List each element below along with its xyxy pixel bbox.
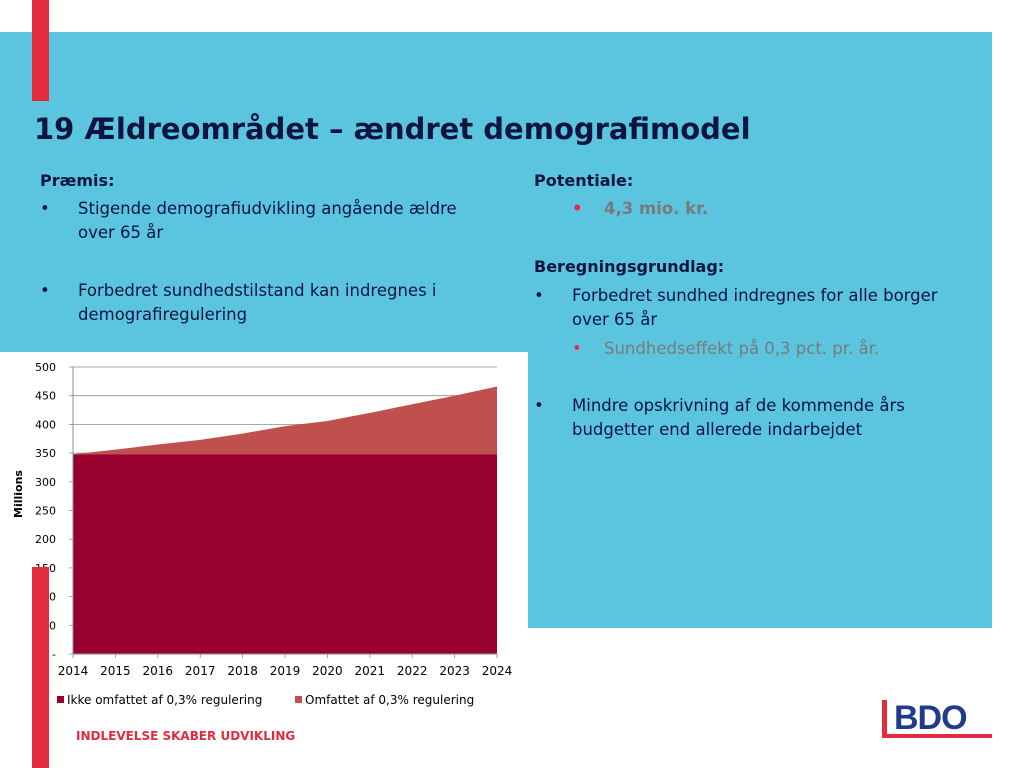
bullet-dot: •	[572, 339, 582, 358]
bullet-dot: •	[534, 396, 544, 415]
bullet-dot: •	[40, 281, 50, 300]
y-tick-label: 400	[35, 418, 56, 431]
y-tick-label: 300	[35, 476, 56, 489]
premise-bullet-2-line1: Forbedret sundhedstilstand kan indregnes…	[78, 281, 437, 300]
x-tick-label: 2016	[143, 664, 174, 678]
premise-heading: Præmis:	[40, 171, 115, 190]
bdo-logo: BDO	[882, 699, 992, 738]
chart-axes: -501001502002503003504004505002014201520…	[35, 361, 512, 678]
x-tick-label: 2023	[439, 664, 470, 678]
y-tick-label: 500	[35, 361, 56, 374]
bullet-dot: •	[40, 199, 50, 218]
x-tick-label: 2020	[312, 664, 343, 678]
premise-bullet-1-line2: over 65 år	[78, 223, 164, 242]
legend-label: Ikke omfattet af 0,3% regulering	[67, 693, 262, 707]
y-tick-label: 200	[35, 533, 56, 546]
basis-heading: Beregningsgrundlag:	[534, 257, 725, 276]
premise-bullet-2: • Forbedret sundhedstilstand kan indregn…	[40, 279, 500, 327]
legend-swatch	[295, 696, 302, 703]
potential-value-text: 4,3 mio. kr.	[604, 199, 709, 218]
x-tick-label: 2021	[355, 664, 386, 678]
x-tick-label: 2019	[270, 664, 301, 678]
basis-bullet-2-line1: Mindre opskrivning af de kommende års	[572, 396, 905, 415]
y-axis-label: Millions	[12, 470, 25, 518]
x-tick-label: 2018	[227, 664, 258, 678]
x-tick-label: 2014	[58, 664, 89, 678]
bullet-dot: •	[572, 199, 583, 218]
y-tick-label: 450	[35, 390, 56, 403]
legend-label: Omfattet af 0,3% regulering	[305, 693, 474, 707]
premise-bullet-1: • Stigende demografiudvikling angående æ…	[40, 197, 500, 245]
tagline: INDLEVELSE SKABER UDVIKLING	[76, 729, 296, 743]
y-tick-label: 250	[35, 505, 56, 518]
legend-swatch	[57, 696, 64, 703]
basis-sub-bullet-text: Sundhedseffekt på 0,3 pct. pr. år.	[604, 339, 880, 358]
x-tick-label: 2015	[100, 664, 131, 678]
accent-bar-bottom	[32, 567, 49, 768]
x-tick-label: 2024	[482, 664, 513, 678]
basis-bullet-1-line1: Forbedret sundhed indregnes for alle bor…	[572, 286, 938, 305]
y-tick-label: -	[52, 648, 56, 661]
slide-title: 19 Ældreområdet – ændret demografimodel	[34, 112, 751, 146]
bullet-dot: •	[534, 286, 544, 305]
y-tick-label: 350	[35, 447, 56, 460]
basis-bullet-2: • Mindre opskrivning af de kommende års …	[534, 394, 994, 442]
premise-bullet-2-line2: demografiregulering	[78, 305, 248, 324]
x-tick-label: 2022	[397, 664, 428, 678]
accent-bar-top	[32, 0, 49, 101]
svg-text:BDO: BDO	[894, 699, 967, 737]
series-area-ikke-omfattet	[73, 454, 497, 654]
potential-heading: Potentiale:	[534, 171, 634, 190]
basis-bullet-1: • Forbedret sundhed indregnes for alle b…	[534, 284, 994, 332]
chart-legend: Ikke omfattet af 0,3% regulering Omfattet…	[57, 693, 474, 707]
x-tick-label: 2017	[185, 664, 216, 678]
premise-bullet-1-line1: Stigende demografiudvikling angående æld…	[78, 199, 457, 218]
basis-bullet-1-line2: over 65 år	[572, 310, 658, 329]
basis-bullet-2-line2: budgetter end allerede indarbejdet	[572, 420, 863, 439]
series-area-omfattet	[73, 386, 497, 455]
chart-areas	[73, 386, 497, 654]
